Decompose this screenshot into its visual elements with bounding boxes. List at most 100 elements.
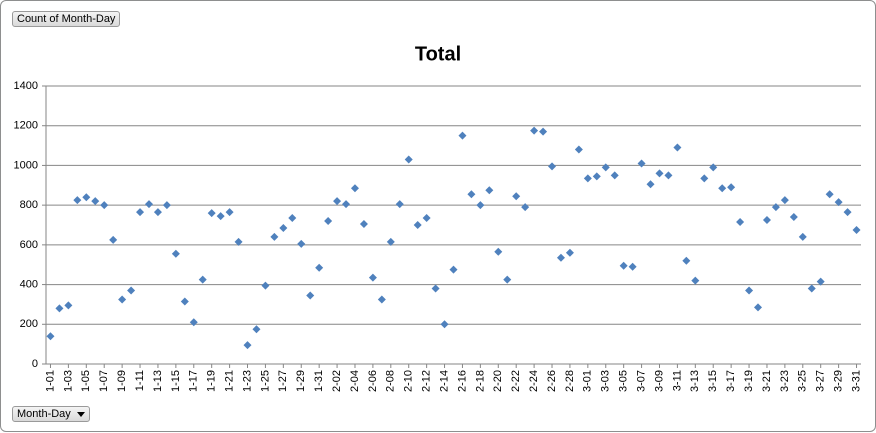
marker — [709, 163, 718, 172]
marker — [136, 208, 145, 217]
marker — [252, 325, 261, 334]
marker — [610, 171, 619, 180]
x-tick-label: 1-15 — [170, 370, 182, 392]
x-tick-label: 3-05 — [618, 370, 630, 392]
x-tick-label: 1-01 — [44, 370, 56, 392]
x-tick-label: 2-02 — [331, 370, 343, 392]
marker — [548, 162, 557, 171]
marker — [153, 208, 162, 217]
marker — [144, 200, 153, 209]
marker — [333, 197, 342, 206]
x-tick-label: 3-17 — [725, 370, 737, 392]
marker — [288, 214, 297, 223]
marker — [843, 208, 852, 217]
marker — [736, 218, 745, 227]
x-tick-label: 2-28 — [564, 370, 576, 392]
marker — [655, 169, 664, 178]
marker — [64, 301, 73, 310]
marker — [798, 232, 807, 241]
marker — [350, 184, 359, 193]
x-tick-label: 3-23 — [779, 370, 791, 392]
marker — [342, 200, 351, 209]
marker — [324, 217, 333, 226]
axis-field-label[interactable]: Month-Day — [17, 408, 71, 420]
marker — [440, 320, 449, 329]
x-tick-label: 1-23 — [241, 370, 253, 392]
marker — [127, 286, 136, 295]
x-tick-label: 2-04 — [349, 370, 361, 392]
marker — [780, 196, 789, 205]
marker — [55, 304, 64, 313]
marker — [494, 247, 503, 256]
marker — [628, 262, 637, 271]
marker — [189, 318, 198, 327]
marker — [261, 281, 270, 290]
x-tick-label: 3-15 — [707, 370, 719, 392]
marker — [198, 275, 207, 284]
y-tick-label: 1000 — [14, 159, 38, 171]
marker — [449, 265, 458, 274]
marker — [754, 303, 763, 312]
x-tick-label: 1-03 — [62, 370, 74, 392]
marker — [771, 203, 780, 212]
marker — [109, 235, 118, 244]
x-tick-label: 3-21 — [761, 370, 773, 392]
marker — [180, 297, 189, 306]
x-tick-label: 3-11 — [671, 370, 683, 391]
x-tick-label: 1-31 — [313, 370, 325, 392]
value-field-button[interactable]: Count of Month-Day — [12, 11, 121, 27]
x-tick-label: 1-19 — [206, 370, 218, 392]
x-tick-label: 2-06 — [367, 370, 379, 392]
marker — [503, 275, 512, 284]
x-tick-label: 1-05 — [80, 370, 92, 392]
x-tick-label: 2-12 — [421, 370, 433, 392]
marker — [834, 198, 843, 207]
y-tick-label: 0 — [32, 358, 38, 370]
x-tick-label: 3-03 — [600, 370, 612, 392]
x-tick-label: 3-27 — [815, 370, 827, 392]
x-tick-label: 1-25 — [259, 370, 271, 392]
marker — [297, 239, 306, 248]
marker — [592, 172, 601, 181]
marker — [745, 286, 754, 295]
x-tick-label: 1-21 — [224, 370, 236, 392]
chart-title: Total — [415, 43, 461, 65]
marker — [458, 131, 467, 140]
marker — [646, 180, 655, 189]
marker — [807, 284, 816, 293]
marker — [816, 277, 825, 286]
marker — [476, 201, 485, 210]
marker — [467, 190, 476, 199]
marker — [118, 295, 127, 304]
marker — [46, 332, 55, 341]
x-tick-label: 2-22 — [510, 370, 522, 392]
marker — [395, 200, 404, 209]
marker — [825, 190, 834, 199]
marker — [601, 163, 610, 172]
marker — [377, 295, 386, 304]
marker — [315, 263, 324, 272]
x-tick-label: 2-14 — [438, 370, 450, 392]
marker — [359, 220, 368, 229]
x-tick-label: 1-13 — [152, 370, 164, 392]
marker — [852, 225, 861, 234]
dropdown-arrow[interactable] — [76, 411, 85, 417]
marker — [574, 145, 583, 154]
marker — [762, 216, 771, 225]
marker — [368, 273, 377, 282]
marker — [485, 186, 494, 195]
x-tick-label: 3-25 — [797, 370, 809, 392]
axis-field-button[interactable]: Month-Day — [12, 406, 90, 422]
x-tick-label: 2-26 — [546, 370, 558, 392]
marker — [539, 127, 548, 136]
marker — [404, 155, 413, 164]
marker — [512, 192, 521, 201]
y-tick-label: 400 — [20, 278, 38, 290]
x-tick-label: 3-31 — [850, 370, 862, 392]
marker — [422, 214, 431, 223]
x-tick-label: 1-27 — [277, 370, 289, 392]
marker — [673, 143, 682, 152]
marker — [682, 256, 691, 265]
